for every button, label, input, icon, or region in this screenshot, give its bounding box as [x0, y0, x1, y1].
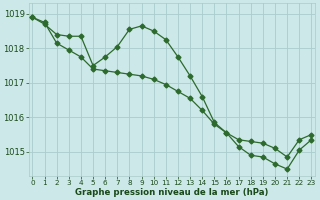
X-axis label: Graphe pression niveau de la mer (hPa): Graphe pression niveau de la mer (hPa)	[75, 188, 268, 197]
